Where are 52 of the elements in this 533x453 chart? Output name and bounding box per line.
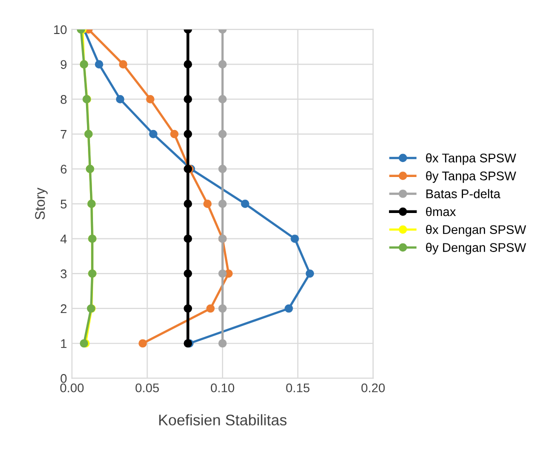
point [118, 60, 128, 68]
point [218, 339, 227, 348]
point [240, 200, 250, 208]
point [284, 304, 293, 313]
point [184, 60, 192, 68]
y-tick-label: 3 [60, 269, 67, 278]
point [94, 60, 104, 68]
x-tick-label: 0.15 [286, 383, 310, 392]
y-axis-title: Story [35, 188, 48, 220]
legend-label: θy Dengan SPSW [426, 242, 526, 254]
point [218, 200, 227, 208]
legend-label: θx Tanpa SPSW [426, 153, 516, 165]
point [218, 269, 227, 278]
point [116, 95, 124, 104]
x-tick-label: 0.00 [60, 383, 84, 392]
point [218, 304, 227, 313]
y-tick-label: 6 [60, 164, 67, 174]
y-tick-label: 5 [60, 200, 67, 208]
y-tick-label: 7 [60, 130, 66, 139]
point [218, 130, 227, 138]
point [170, 130, 179, 138]
point [184, 95, 192, 104]
point [203, 200, 212, 208]
x-tick-label: 0.05 [136, 383, 159, 392]
y-tick-label: 4 [60, 234, 67, 244]
point [138, 339, 147, 348]
point [306, 269, 314, 278]
legend-label: Batas P-delta [426, 189, 500, 198]
y-tick-label: 8 [60, 95, 67, 104]
point [218, 60, 227, 68]
point [146, 95, 154, 104]
y-tick-label: 0 [60, 374, 67, 383]
y-tick-label: 2 [60, 304, 66, 314]
y-tick-label: 9 [60, 60, 66, 69]
x-tick-label: 0.10 [210, 383, 234, 392]
legend-label: θx Dengan SPSW [426, 224, 526, 237]
point [184, 234, 192, 243]
y-tick-label: 10 [54, 25, 67, 34]
point [290, 234, 299, 243]
x-axis-title: Koefisien Stabilitas [159, 414, 287, 426]
point [184, 200, 192, 208]
point [184, 304, 192, 313]
point [184, 130, 192, 138]
x-tick-label: 0.20 [361, 383, 385, 392]
point [218, 95, 227, 104]
point [184, 269, 192, 278]
point [149, 130, 158, 138]
legend-label: θmax [426, 206, 456, 216]
point [206, 304, 215, 313]
y-tick-label: 1 [61, 339, 66, 348]
legend-label: θy Tanpa SPSW [426, 171, 516, 183]
point [218, 164, 227, 174]
